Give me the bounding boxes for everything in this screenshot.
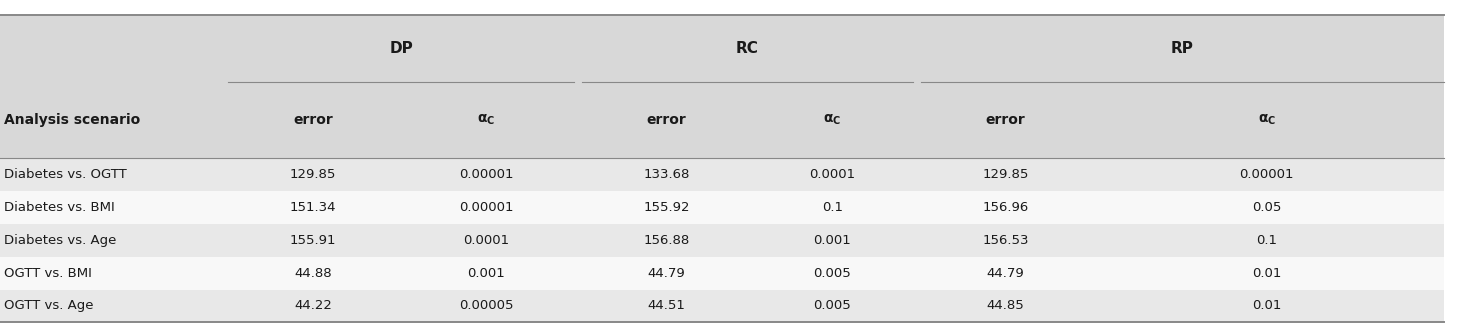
- Text: 44.22: 44.22: [295, 299, 331, 313]
- Text: RP: RP: [1171, 41, 1193, 56]
- Text: Analysis scenario: Analysis scenario: [4, 113, 140, 127]
- Text: 0.05: 0.05: [1252, 201, 1282, 214]
- Bar: [0, 15, 1444, 82]
- Text: 0.00005: 0.00005: [460, 299, 513, 313]
- Bar: [0, 257, 1444, 290]
- Text: error: error: [647, 113, 686, 127]
- Text: 0.1: 0.1: [1256, 234, 1277, 247]
- Text: Diabetes vs. Age: Diabetes vs. Age: [4, 234, 116, 247]
- Bar: [0, 290, 1444, 322]
- Text: error: error: [293, 113, 333, 127]
- Text: 155.92: 155.92: [644, 201, 689, 214]
- Text: $\mathbf{\alpha}_\mathbf{C}$: $\mathbf{\alpha}_\mathbf{C}$: [1258, 113, 1276, 127]
- Text: $\mathbf{\alpha}_\mathbf{C}$: $\mathbf{\alpha}_\mathbf{C}$: [823, 113, 841, 127]
- Text: 155.91: 155.91: [290, 234, 336, 247]
- Text: error: error: [985, 113, 1025, 127]
- Bar: [0, 191, 1444, 224]
- Text: 0.005: 0.005: [813, 299, 851, 313]
- Text: 129.85: 129.85: [982, 168, 1028, 181]
- Bar: [0, 82, 1444, 158]
- Text: RC: RC: [736, 41, 759, 56]
- Text: 133.68: 133.68: [644, 168, 689, 181]
- Text: 44.85: 44.85: [987, 299, 1024, 313]
- Text: $\mathbf{\alpha}_\mathbf{C}$: $\mathbf{\alpha}_\mathbf{C}$: [477, 113, 495, 127]
- Text: 0.00001: 0.00001: [460, 168, 513, 181]
- Bar: [0, 158, 1444, 191]
- Text: Diabetes vs. BMI: Diabetes vs. BMI: [4, 201, 115, 214]
- Text: 44.79: 44.79: [987, 266, 1024, 280]
- Text: 44.51: 44.51: [648, 299, 685, 313]
- Text: 151.34: 151.34: [290, 201, 336, 214]
- Text: 156.53: 156.53: [982, 234, 1028, 247]
- Text: DP: DP: [389, 41, 414, 56]
- Text: Diabetes vs. OGTT: Diabetes vs. OGTT: [4, 168, 127, 181]
- Text: 0.01: 0.01: [1252, 299, 1282, 313]
- Text: 156.88: 156.88: [644, 234, 689, 247]
- Text: 0.0001: 0.0001: [809, 168, 856, 181]
- Text: 0.005: 0.005: [813, 266, 851, 280]
- Text: 156.96: 156.96: [982, 201, 1028, 214]
- Text: 44.88: 44.88: [295, 266, 331, 280]
- Text: 0.00001: 0.00001: [460, 201, 513, 214]
- Text: OGTT vs. BMI: OGTT vs. BMI: [4, 266, 93, 280]
- Text: 0.0001: 0.0001: [463, 234, 510, 247]
- Text: 0.1: 0.1: [822, 201, 843, 214]
- Text: 129.85: 129.85: [290, 168, 336, 181]
- Text: 0.01: 0.01: [1252, 266, 1282, 280]
- Text: 0.00001: 0.00001: [1240, 168, 1293, 181]
- Text: 44.79: 44.79: [648, 266, 685, 280]
- Text: 0.001: 0.001: [467, 266, 505, 280]
- Bar: [0, 224, 1444, 257]
- Text: 0.001: 0.001: [813, 234, 851, 247]
- Text: OGTT vs. Age: OGTT vs. Age: [4, 299, 94, 313]
